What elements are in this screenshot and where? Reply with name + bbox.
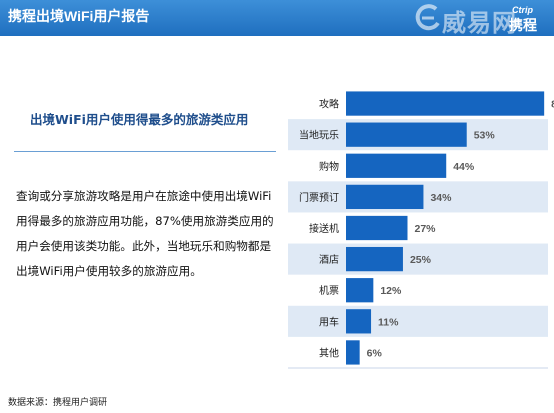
category-label: 攻略 xyxy=(319,98,339,111)
category-label: 接送机 xyxy=(309,222,339,235)
category-label: 当地玩乐 xyxy=(299,129,339,142)
category-label: 酒店 xyxy=(319,253,339,266)
bar xyxy=(346,340,360,365)
bar xyxy=(346,153,447,178)
divider xyxy=(14,151,276,152)
logo-icon xyxy=(415,4,440,31)
category-label: 用车 xyxy=(319,315,339,328)
chart-subtitle: 出境WiFi用户使用得最多的旅游类应用 xyxy=(30,112,249,127)
category-label: 其他 xyxy=(319,346,339,359)
bar xyxy=(346,246,403,272)
value-label: 25% xyxy=(410,254,432,266)
value-label: 44% xyxy=(453,161,475,173)
row-band xyxy=(288,243,548,275)
value-label: 87% xyxy=(551,99,554,111)
value-label: 34% xyxy=(430,192,452,204)
value-label: 11% xyxy=(378,316,399,328)
bar xyxy=(346,122,467,147)
header-bar: 携程出境WiFi用户报告 威易网 Ctrip 携程 xyxy=(0,0,554,37)
bar xyxy=(346,215,408,241)
value-label: 53% xyxy=(474,130,496,142)
ctrip-logo-cn: 携程 xyxy=(509,18,537,34)
description-paragraph: 查询或分享旅游攻略是用户在旅途中使用出境WiFi用得最多的旅游应用功能，87%使… xyxy=(16,189,274,278)
category-label: 机票 xyxy=(319,284,339,297)
value-label: 12% xyxy=(380,285,402,297)
ctrip-logo-en: Ctrip xyxy=(512,5,533,15)
value-label: 27% xyxy=(415,223,437,235)
report-title: 携程出境WiFi用户报告 xyxy=(8,8,150,24)
bar xyxy=(346,309,372,334)
row-band xyxy=(288,305,548,337)
category-label: 门票预订 xyxy=(299,191,339,204)
value-label: 6% xyxy=(367,347,383,359)
bar xyxy=(346,184,424,210)
bar xyxy=(346,278,374,303)
bar xyxy=(346,91,545,116)
data-source: 数据来源：携程用户调研 xyxy=(8,398,108,408)
logo-text: 威易网 xyxy=(442,9,517,37)
category-label: 购物 xyxy=(319,160,339,173)
